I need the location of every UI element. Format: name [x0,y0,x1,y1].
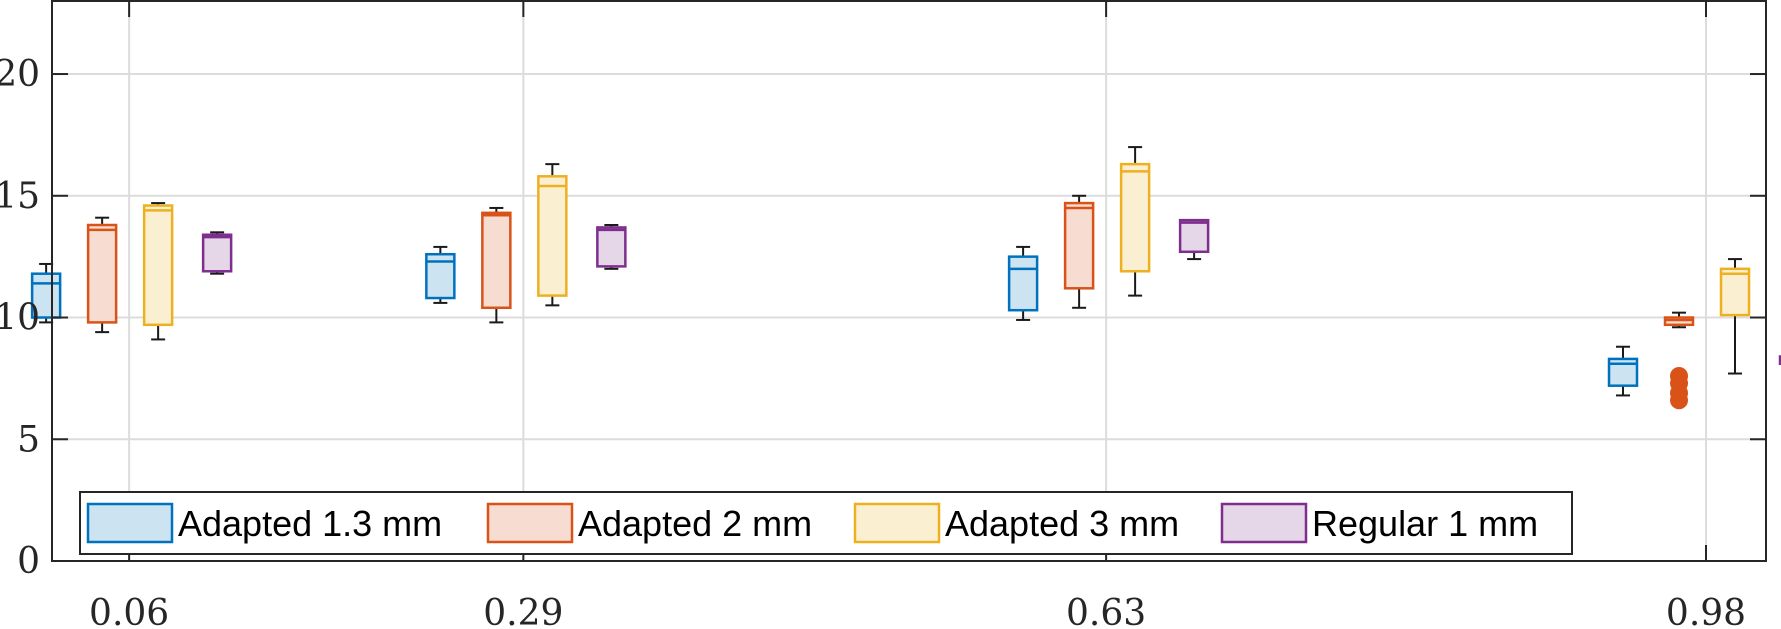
box-plot-series [30,146,1781,410]
box-plot [1663,311,1695,410]
series-regular-1-mm [201,218,1781,366]
legend-item: Adapted 1.3 mm [86,502,442,544]
box [1178,218,1210,254]
box-plot [1063,194,1095,309]
legend-box [79,491,1573,555]
legend-label: Adapted 1.3 mm [178,503,442,544]
legend: Adapted 1.3 mm Adapted 2 mm Adapted 3 mm Re… [79,491,1573,555]
box [596,226,627,268]
box-plot [1719,258,1751,375]
legend-swatch [486,502,574,544]
box [537,175,568,297]
box-plot [1607,345,1639,397]
box-plot [425,245,456,304]
box-plot [481,206,512,324]
box-plot [1178,218,1210,261]
y-tick-label: 0 [17,541,40,582]
series-adapted-1-3-mm [30,245,1639,397]
legend-item: Adapted 3 mm [853,502,1179,544]
box [201,233,233,273]
box [142,204,174,327]
legend-label: Adapted 3 mm [945,503,1179,544]
x-tick-label: 0.98 [1666,593,1746,629]
box [30,272,62,319]
series-adapted-2-mm [86,194,1695,410]
box [86,223,118,324]
legend-item: Regular 1 mm [1220,502,1538,544]
y-tick-label: 5 [17,419,40,460]
y-tick-label: 20 [0,54,40,95]
box-plot [1007,245,1039,321]
legend-item: Adapted 2 mm [486,502,812,544]
x-tick-label: 0.63 [1066,593,1146,629]
box [1063,201,1095,290]
box-plot [30,262,62,324]
box-plot [201,231,233,275]
box [1007,255,1039,312]
legend-label: Regular 1 mm [1312,503,1538,544]
y-tick-label: 10 [0,298,40,339]
plot-area-frame [51,0,1767,562]
legend-label: Adapted 2 mm [578,503,812,544]
y-tick-label: 15 [0,176,40,217]
grid [52,1,1766,561]
box-plot [537,163,568,307]
outlier-point [1670,391,1689,410]
legend-swatch [86,502,174,544]
box-plot [86,216,118,334]
legend-swatch [853,502,941,544]
box-plot [142,202,174,341]
legend-swatch [1220,502,1308,544]
box [1719,267,1751,317]
box-plot [1119,146,1151,297]
box [481,211,512,310]
x-tick-label: 0.06 [89,593,169,629]
x-tick-label: 0.29 [483,593,563,629]
series-adapted-3-mm [142,146,1751,375]
box-plot [596,224,627,270]
box [1119,162,1151,273]
